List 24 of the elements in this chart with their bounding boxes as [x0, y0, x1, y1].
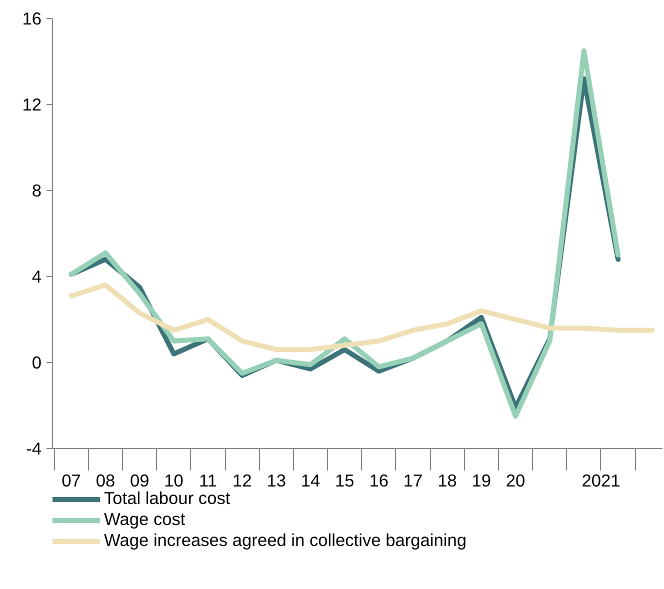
x-tick-label: 18: [438, 470, 457, 490]
y-tick-label: 8: [32, 180, 42, 200]
x-tick-label: 10: [164, 470, 184, 490]
y-tick-label: -4: [26, 438, 42, 458]
x-tick-label: 16: [369, 470, 389, 490]
y-tick-label: 16: [22, 8, 42, 28]
x-tick-label: 19: [472, 470, 492, 490]
x-tick-label: 11: [198, 470, 217, 490]
x-tick-label: 09: [130, 470, 150, 490]
y-tick-label: 12: [22, 94, 42, 114]
x-tick-label: 07: [62, 470, 81, 490]
legend-label: Wage cost: [104, 509, 186, 530]
x-tick-label: 14: [300, 470, 321, 490]
y-tick-label: 0: [32, 352, 42, 372]
x-tick-label: 17: [403, 470, 423, 490]
x-tick-label: 20: [506, 470, 526, 490]
x-tick-label: 15: [335, 470, 354, 490]
x-tick-label: 08: [96, 470, 116, 490]
legend-label: Total labour cost: [104, 488, 230, 509]
x-tick-label: 12: [232, 470, 252, 490]
text: 2021: [582, 470, 620, 490]
y-tick-label: 4: [32, 266, 42, 286]
x-tick-label: 13: [266, 470, 286, 490]
legend-label: Wage increases agreed in collective bargaining: [104, 530, 466, 551]
